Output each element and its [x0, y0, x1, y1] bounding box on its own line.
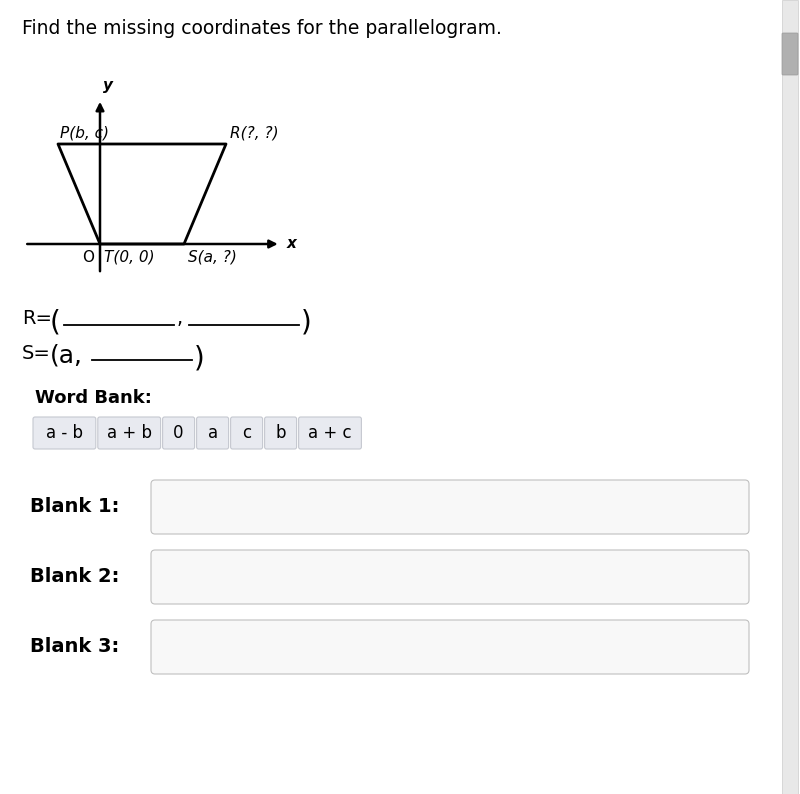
Text: b: b [275, 424, 286, 442]
Text: R=: R= [22, 309, 52, 328]
Text: Blank 3:: Blank 3: [30, 638, 119, 657]
FancyBboxPatch shape [162, 417, 194, 449]
Text: T(0, 0): T(0, 0) [104, 250, 154, 265]
Text: ,: , [177, 309, 183, 328]
FancyBboxPatch shape [265, 417, 297, 449]
Text: O: O [82, 250, 94, 265]
FancyBboxPatch shape [197, 417, 229, 449]
Text: a + c: a + c [308, 424, 352, 442]
Text: y: y [103, 78, 113, 93]
Text: S(a, ?): S(a, ?) [188, 250, 237, 265]
Text: Blank 2:: Blank 2: [30, 568, 119, 587]
Text: a - b: a - b [46, 424, 83, 442]
Text: Blank 1:: Blank 1: [30, 498, 119, 517]
Text: Word Bank:: Word Bank: [35, 389, 152, 407]
FancyBboxPatch shape [151, 620, 749, 674]
Text: ): ) [194, 344, 205, 372]
Text: S=: S= [22, 344, 51, 363]
FancyBboxPatch shape [151, 550, 749, 604]
Text: x: x [286, 237, 297, 252]
FancyBboxPatch shape [298, 417, 362, 449]
FancyBboxPatch shape [782, 0, 798, 794]
FancyBboxPatch shape [33, 417, 96, 449]
Text: R(?, ?): R(?, ?) [230, 125, 278, 140]
Text: Find the missing coordinates for the parallelogram.: Find the missing coordinates for the par… [22, 19, 502, 38]
Text: P(b, c): P(b, c) [60, 125, 109, 140]
Text: 0: 0 [174, 424, 184, 442]
Text: a + b: a + b [106, 424, 152, 442]
FancyBboxPatch shape [782, 33, 798, 75]
Text: (: ( [50, 309, 61, 337]
Text: c: c [242, 424, 251, 442]
FancyBboxPatch shape [151, 480, 749, 534]
FancyBboxPatch shape [98, 417, 161, 449]
Text: a: a [207, 424, 218, 442]
FancyBboxPatch shape [230, 417, 262, 449]
Text: ): ) [301, 309, 312, 337]
Text: (a,: (a, [50, 344, 83, 368]
